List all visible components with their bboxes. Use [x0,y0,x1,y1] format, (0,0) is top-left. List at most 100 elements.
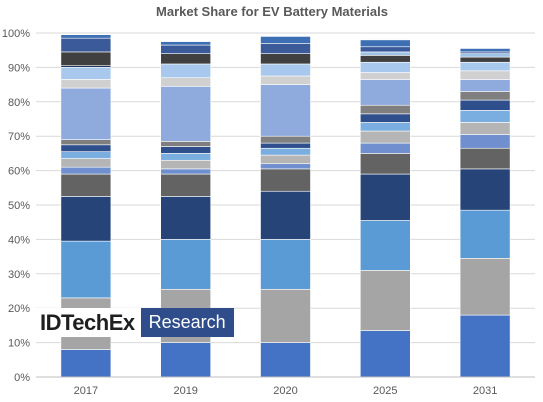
bars [60,34,511,378]
bar-segment [60,144,112,152]
bar-segment [160,63,211,79]
bar-segment [359,330,411,378]
bar-segment [60,151,112,159]
bar-segment [359,46,411,53]
bar-segment [260,147,311,156]
bar-segment [160,77,211,87]
bar-segment [359,220,411,271]
bar-segment [60,79,112,89]
bar-segment [260,36,311,44]
bar-segment [60,67,112,80]
bar-segment [260,63,311,77]
bar-segment [260,288,311,343]
bar-segment [359,113,411,123]
bar-segment [260,163,311,170]
y-tick-label: 40% [8,234,30,246]
y-tick-label: 0% [14,372,30,384]
bar-segment [459,79,511,92]
y-tick-label: 60% [8,166,30,178]
bar-segment [160,159,211,170]
y-tick-label: 30% [8,269,30,281]
y-tick-label: 10% [8,338,30,350]
bar-segment [260,239,311,290]
bar-segment [160,146,211,154]
bar-segment [260,342,311,378]
bar-segment [160,173,211,197]
bar-segment [459,258,511,316]
bar-segment [160,44,211,54]
bar-segment [459,48,511,53]
bar-segment [260,190,311,240]
bar-segment [359,142,411,154]
bar-segment [459,209,511,259]
bar-segment [60,51,112,66]
bar-segment [60,240,112,299]
bar-segment [459,110,511,123]
bar-segment [459,314,511,378]
bar-segment [359,61,411,73]
bar-segment [160,41,211,46]
bar-segment [60,349,112,378]
chart-title: Market Share for EV Battery Materials [156,4,388,19]
bar-segment [459,53,511,58]
bar-segment [359,79,411,106]
bar-segment [260,43,311,54]
x-tick-label: 2019 [173,385,197,397]
bar-segment [260,142,311,149]
bar-segment [359,39,411,48]
bar-segment [459,134,511,149]
watermark-research: Research [140,308,234,337]
x-tick-label: 2031 [473,385,497,397]
y-tick-label: 50% [8,200,30,212]
bar-segment [60,87,112,140]
y-tick-label: 80% [8,97,30,109]
x-tick-label: 2017 [74,385,98,397]
bar-segment [359,270,411,331]
bar-segment [60,34,112,39]
y-tick-label: 70% [8,131,30,143]
bar-segment [160,86,211,142]
bar-segment [260,135,311,144]
bar-segment [359,173,411,221]
bar-segment [60,37,112,53]
watermark-brand: IDTechEx [36,308,141,337]
bar-segment [459,70,511,80]
bar-segment [359,104,411,115]
idtechex-watermark: IDTechEx Research [36,308,234,337]
y-tick-label: 90% [8,62,30,74]
bar-segment [459,61,511,72]
bar-segment [260,53,311,65]
x-axis-ticks: 2017 2019 2020 2025 2031 [74,385,498,397]
bar-segment [459,147,511,170]
bar-segment [60,196,112,242]
bar-segment [260,84,311,137]
bar-segment [160,141,211,147]
bar-segment [160,153,211,161]
bar-segment [459,91,511,101]
bar-segment [160,168,211,175]
y-tick-label: 20% [8,303,30,315]
bar-segment [459,122,511,135]
bar-segment [60,173,112,197]
bar-segment [60,139,112,146]
bar-segment [359,51,411,56]
x-tick-label: 2025 [373,385,397,397]
bar-segment [359,72,411,80]
bar-segment [359,55,411,63]
bar-segment [160,239,211,290]
bar-segment [160,342,211,378]
y-tick-label: 100% [2,28,30,40]
bar-segment [60,158,112,168]
bar-segment [359,130,411,144]
bar-segment [459,56,511,63]
x-tick-label: 2020 [273,385,297,397]
y-axis-ticks: 0% 10% 20% 30% 40% 50% 60% 70% 80% 90% 100% [2,28,30,384]
bar-segment [260,75,311,85]
bar-segment [359,153,411,175]
bar-segment [260,154,311,165]
bar-segment [160,53,211,65]
bar-segment [459,168,511,211]
bar-segment [459,99,511,111]
